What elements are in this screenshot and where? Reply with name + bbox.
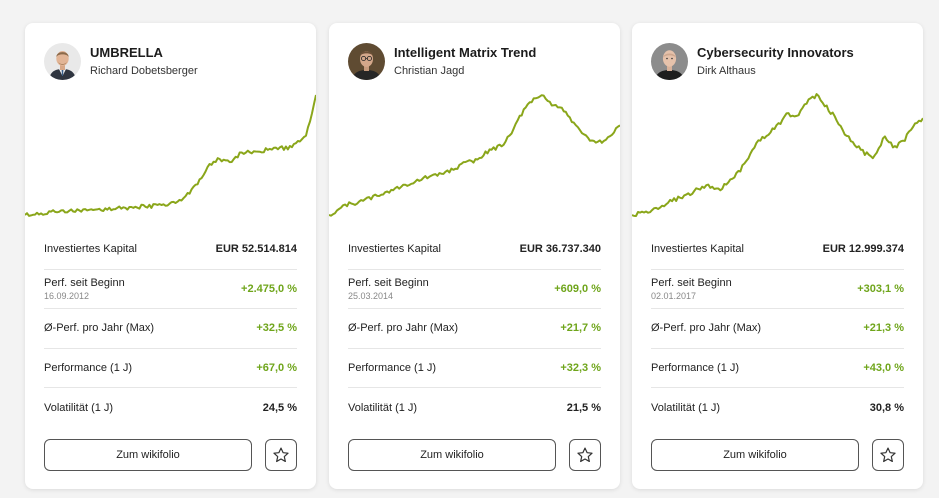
stat-label: Volatilität (1 J)	[651, 401, 721, 414]
performance-chart	[632, 91, 923, 219]
stats-list: Investiertes Kapital EUR 36.737.340 Perf…	[348, 230, 601, 428]
stat-row-invested-capital: Investiertes Kapital EUR 12.999.374	[651, 230, 904, 270]
stat-label: Performance (1 J)	[348, 361, 437, 374]
stat-value: +43,0 %	[863, 361, 904, 374]
performance-chart-svg	[632, 93, 923, 217]
stat-value: +2.475,0 %	[241, 282, 297, 295]
stat-row-perf-since-start: Perf. seit Beginn 16.09.2012 +2.475,0 %	[44, 270, 297, 309]
wikifolio-card: Cybersecurity Innovators Dirk Althaus In…	[632, 23, 923, 489]
card-actions: Zum wikifolio	[348, 439, 601, 471]
stat-row-performance-1y: Performance (1 J) +32,3 %	[348, 349, 601, 388]
trader-name[interactable]: Christian Jagd	[394, 64, 465, 77]
watchlist-star-button[interactable]	[265, 439, 297, 471]
performance-line	[329, 94, 620, 217]
stat-row-invested-capital: Investiertes Kapital EUR 36.737.340	[348, 230, 601, 270]
stat-label: Performance (1 J)	[44, 361, 133, 374]
card-actions: Zum wikifolio	[651, 439, 904, 471]
stat-row-volatility-1y: Volatilität (1 J) 21,5 %	[348, 388, 601, 428]
avatar	[44, 42, 81, 80]
stat-row-avg-perf-year: Ø-Perf. pro Jahr (Max) +32,5 %	[44, 309, 297, 349]
performance-chart	[25, 91, 316, 219]
stat-value: 24,5 %	[262, 401, 297, 414]
stat-value: +303,1 %	[857, 282, 904, 295]
stat-value: EUR 36.737.340	[519, 243, 601, 256]
start-date: 16.09.2012	[44, 290, 90, 301]
stat-value: EUR 52.514.814	[215, 243, 297, 256]
card-header: UMBRELLA Richard Dobetsberger	[44, 42, 198, 80]
stat-value: +67,0 %	[256, 361, 297, 374]
wikifolio-card: Intelligent Matrix Trend Christian Jagd …	[329, 23, 620, 489]
stat-row-performance-1y: Performance (1 J) +67,0 %	[44, 349, 297, 388]
stat-label: Investiertes Kapital	[44, 243, 137, 256]
star-outline-icon	[273, 447, 289, 463]
performance-chart-svg	[329, 94, 620, 217]
start-date: 02.01.2017	[651, 290, 697, 301]
stat-row-perf-since-start: Perf. seit Beginn 25.03.2014 +609,0 %	[348, 270, 601, 309]
card-header: Cybersecurity Innovators Dirk Althaus	[651, 42, 854, 80]
avatar	[651, 42, 688, 80]
stat-row-volatility-1y: Volatilität (1 J) 30,8 %	[651, 388, 904, 428]
open-wikifolio-button[interactable]: Zum wikifolio	[44, 439, 252, 471]
avatar	[348, 42, 385, 80]
stats-list: Investiertes Kapital EUR 52.514.814 Perf…	[44, 230, 297, 428]
stat-label: Performance (1 J)	[651, 361, 740, 374]
wikifolio-card: UMBRELLA Richard Dobetsberger Investiert…	[25, 23, 316, 489]
stat-label: Volatilität (1 J)	[44, 401, 114, 414]
stat-label: Ø-Perf. pro Jahr (Max)	[651, 322, 762, 335]
portrait-man-suit-tie-icon	[44, 42, 81, 80]
portrait-man-bald-icon	[651, 42, 688, 80]
stat-value: +21,7 %	[560, 322, 601, 335]
watchlist-star-button[interactable]	[872, 439, 904, 471]
stat-row-perf-since-start: Perf. seit Beginn 02.01.2017 +303,1 %	[651, 270, 904, 309]
stat-value: EUR 12.999.374	[822, 243, 904, 256]
open-wikifolio-button[interactable]: Zum wikifolio	[651, 439, 859, 471]
stat-value: 21,5 %	[566, 401, 601, 414]
star-outline-icon	[880, 447, 896, 463]
trader-name[interactable]: Dirk Althaus	[697, 64, 756, 77]
watchlist-star-button[interactable]	[569, 439, 601, 471]
stat-label: Investiertes Kapital	[651, 243, 744, 256]
stat-row-invested-capital: Investiertes Kapital EUR 52.514.814	[44, 230, 297, 270]
open-wikifolio-button[interactable]: Zum wikifolio	[348, 439, 556, 471]
performance-line	[25, 94, 316, 217]
performance-chart-svg	[25, 94, 316, 217]
star-outline-icon	[577, 447, 593, 463]
stat-row-avg-perf-year: Ø-Perf. pro Jahr (Max) +21,7 %	[348, 309, 601, 349]
wikifolio-title[interactable]: Intelligent Matrix Trend	[394, 44, 537, 60]
stat-value: +609,0 %	[554, 282, 601, 295]
stat-row-volatility-1y: Volatilität (1 J) 24,5 %	[44, 388, 297, 428]
portrait-man-glasses-icon	[348, 42, 385, 80]
start-date: 25.03.2014	[348, 290, 394, 301]
stat-row-avg-perf-year: Ø-Perf. pro Jahr (Max) +21,3 %	[651, 309, 904, 349]
trader-name[interactable]: Richard Dobetsberger	[90, 64, 198, 77]
stat-value: +32,5 %	[256, 322, 297, 335]
stat-value: +21,3 %	[863, 322, 904, 335]
wikifolio-title[interactable]: UMBRELLA	[90, 44, 163, 60]
stat-label: Perf. seit Beginn	[44, 276, 125, 289]
stat-value: 30,8 %	[869, 401, 904, 414]
performance-chart	[329, 91, 620, 219]
stat-row-performance-1y: Performance (1 J) +43,0 %	[651, 349, 904, 388]
card-header: Intelligent Matrix Trend Christian Jagd	[348, 42, 536, 80]
stat-label: Volatilität (1 J)	[348, 401, 418, 414]
stat-label: Perf. seit Beginn	[651, 276, 732, 289]
stats-list: Investiertes Kapital EUR 12.999.374 Perf…	[651, 230, 904, 428]
stat-label: Perf. seit Beginn	[348, 276, 429, 289]
stat-value: +32,3 %	[560, 361, 601, 374]
card-actions: Zum wikifolio	[44, 439, 297, 471]
wikifolio-title[interactable]: Cybersecurity Innovators	[697, 44, 854, 60]
stat-label: Ø-Perf. pro Jahr (Max)	[44, 322, 155, 335]
stat-label: Investiertes Kapital	[348, 243, 441, 256]
performance-line	[632, 93, 923, 217]
stat-label: Ø-Perf. pro Jahr (Max)	[348, 322, 459, 335]
